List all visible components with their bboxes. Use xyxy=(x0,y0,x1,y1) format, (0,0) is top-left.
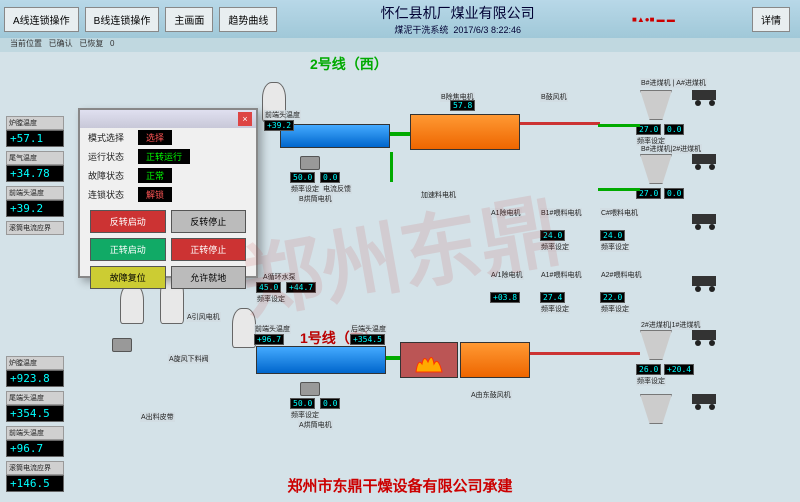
b-rotary-drum[interactable] xyxy=(280,124,390,148)
fault-state: 正常 xyxy=(138,168,172,183)
lock-state: 解锁 xyxy=(138,187,172,202)
a-tail-temp: +354.5 xyxy=(6,405,64,422)
mode-state: 选择 xyxy=(138,130,172,145)
pipe-h1 xyxy=(598,124,640,127)
hopper-b1 xyxy=(640,90,672,120)
pipe-h3 xyxy=(588,352,640,355)
nav-a-line[interactable]: A线连锁操作 xyxy=(4,7,79,32)
nav-b-line[interactable]: B线连锁操作 xyxy=(85,7,160,32)
hopper-b2 xyxy=(640,154,672,184)
pipe-a1 xyxy=(386,356,400,360)
rev-stop-button[interactable]: 反转停止 xyxy=(171,210,247,233)
truck-b1 xyxy=(690,88,724,106)
a-rotary-drum[interactable] xyxy=(256,346,386,374)
a-temp-read: +96.7 xyxy=(254,334,284,345)
truck-a1 xyxy=(690,274,724,292)
pipe-b2 xyxy=(520,122,600,125)
truck-m1 xyxy=(690,212,724,230)
pipe-a2 xyxy=(530,352,590,355)
info-bar: 当前位置 已确认 已恢复 0 xyxy=(0,38,800,52)
panel-header: × xyxy=(80,110,256,128)
footer-credit: 郑州市东鼎干燥设备有限公司承建 xyxy=(0,475,800,496)
local-enable-button[interactable]: 允许就地 xyxy=(171,266,247,289)
a-kiln-motor[interactable] xyxy=(300,382,320,396)
b-front-temp: +39.2 xyxy=(6,200,64,217)
run-state: 正转运行 xyxy=(138,149,190,164)
fwd-start-button[interactable]: 正转启动 xyxy=(90,238,166,261)
pipe-h2 xyxy=(598,188,640,191)
toolbar-right: ■▲●■ ▬ ▬ xyxy=(632,15,752,24)
a-furnace-ext xyxy=(460,342,530,378)
process-canvas: 2号线（西） 1号线（东） 炉膛温度 +57.1 尾气温度 +34.78 前端头… xyxy=(0,52,800,482)
pipe-v1 xyxy=(390,152,393,182)
fault-reset-button[interactable]: 故障复位 xyxy=(90,266,166,289)
company-title: 怀仁县机厂煤业有限公司 xyxy=(283,3,632,23)
left-readouts-b: 炉膛温度 +57.1 尾气温度 +34.78 前端头温度 +39.2 滚筒电流应… xyxy=(6,112,64,235)
b-kiln-motor[interactable] xyxy=(300,156,320,170)
nav-trend[interactable]: 趋势曲线 xyxy=(219,7,277,32)
flame-icon xyxy=(412,350,446,374)
nav-detail[interactable]: 详情 xyxy=(752,7,790,32)
truck-a3 xyxy=(690,392,724,410)
control-panel: × 模式选择选择 运行状态正转运行 故障状态正常 连锁状态解锁 反转启动 反转停… xyxy=(78,108,258,278)
fwd-stop-button[interactable]: 正转停止 xyxy=(171,238,247,261)
b-tail-temp: +34.78 xyxy=(6,165,64,182)
truck-a2 xyxy=(690,328,724,346)
truck-b2 xyxy=(690,152,724,170)
a-furnace-temp: +923.8 xyxy=(6,370,64,387)
left-readouts-a: 炉膛温度 +923.8 尾端头温度 +354.5 前端头温度 +96.7 滚筒电… xyxy=(6,352,64,492)
header-title-zone: 怀仁县机厂煤业有限公司 煤泥干洗系统 2017/6/3 8:22:46 xyxy=(283,3,632,36)
panel-close-button[interactable]: × xyxy=(238,112,252,126)
b-furnace-box[interactable] xyxy=(410,114,520,150)
a-fan-motor[interactable] xyxy=(112,338,132,352)
hopper-a1 xyxy=(640,330,672,360)
b-furnace-temp: +57.1 xyxy=(6,130,64,147)
rev-start-button[interactable]: 反转启动 xyxy=(90,210,166,233)
pipe-b1 xyxy=(390,132,410,136)
top-toolbar: A线连锁操作 B线连锁操作 主画面 趋势曲线 怀仁县机厂煤业有限公司 煤泥干洗系… xyxy=(0,0,800,38)
line2-label: 2号线（西） xyxy=(310,54,388,74)
b-temp-read: +39.2 xyxy=(264,120,294,131)
a-hopper xyxy=(232,308,256,348)
datetime: 2017/6/3 8:22:46 xyxy=(453,25,521,35)
a-front-temp: +96.7 xyxy=(6,440,64,457)
hopper-a2 xyxy=(640,394,672,424)
nav-main[interactable]: 主画面 xyxy=(165,7,213,32)
